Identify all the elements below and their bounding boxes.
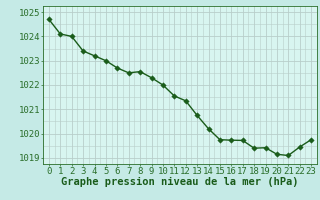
X-axis label: Graphe pression niveau de la mer (hPa): Graphe pression niveau de la mer (hPa) <box>61 177 299 187</box>
